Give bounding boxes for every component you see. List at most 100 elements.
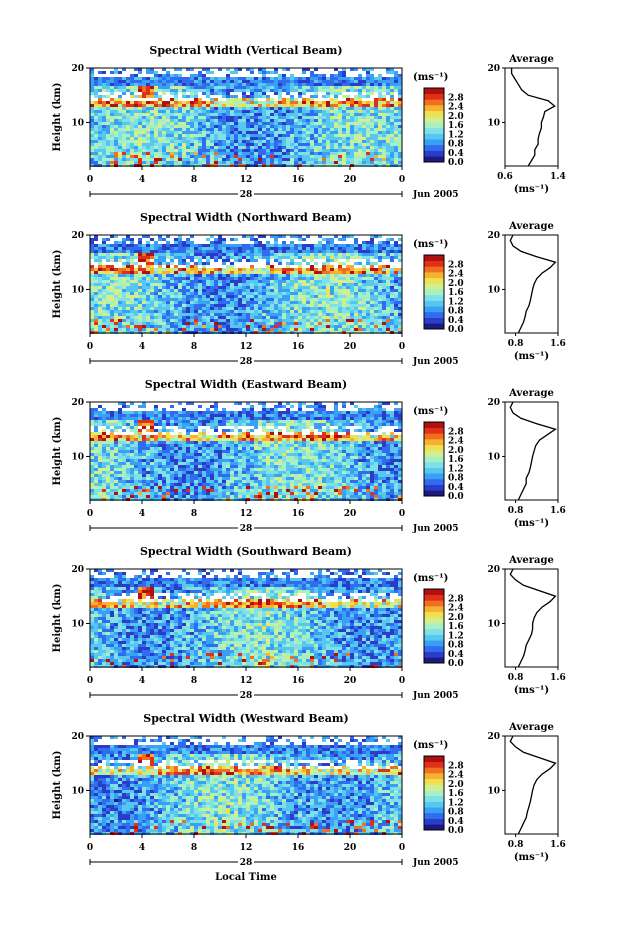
heatmap-cell bbox=[198, 149, 202, 152]
heatmap-cell bbox=[318, 86, 322, 89]
y-tick-label: 20 bbox=[71, 64, 84, 74]
heatmap-cell bbox=[374, 107, 378, 110]
heatmap-cell bbox=[98, 268, 102, 271]
heatmap-cell bbox=[118, 319, 122, 322]
heatmap-cell bbox=[158, 161, 162, 164]
heatmap-cell bbox=[158, 80, 162, 83]
heatmap-cell bbox=[106, 262, 110, 265]
heatmap-cell bbox=[138, 277, 142, 280]
heatmap-cell bbox=[190, 161, 194, 164]
heatmap-cell bbox=[390, 86, 394, 89]
heatmap-cell bbox=[306, 259, 310, 262]
heatmap-cell bbox=[230, 289, 234, 292]
heatmap-cell bbox=[126, 92, 130, 95]
heatmap-cell bbox=[258, 322, 262, 325]
heatmap-cell bbox=[230, 256, 234, 259]
heatmap-cell bbox=[362, 116, 366, 119]
heatmap-cell bbox=[170, 71, 174, 74]
heatmap-cell bbox=[234, 86, 238, 89]
heatmap-cell bbox=[234, 128, 238, 131]
heatmap-cell bbox=[262, 247, 266, 250]
heatmap-cell bbox=[98, 98, 102, 101]
heatmap-cell bbox=[238, 161, 242, 164]
heatmap-cell bbox=[130, 235, 134, 238]
heatmap-cell bbox=[322, 265, 326, 268]
heatmap-cell bbox=[258, 101, 262, 104]
heatmap-cell bbox=[134, 149, 138, 152]
heatmap-cell bbox=[198, 125, 202, 128]
heatmap-cell bbox=[342, 128, 346, 131]
heatmap-cell bbox=[266, 77, 270, 80]
heatmap-cell bbox=[98, 313, 102, 316]
heatmap-cell bbox=[206, 268, 210, 271]
heatmap-cell bbox=[102, 116, 106, 119]
heatmap-cell bbox=[314, 286, 318, 289]
heatmap-cell bbox=[214, 149, 218, 152]
heatmap-cell bbox=[130, 125, 134, 128]
heatmap-cell bbox=[390, 125, 394, 128]
heatmap-cell bbox=[186, 137, 190, 140]
heatmap-cell bbox=[94, 268, 98, 271]
heatmap-cell bbox=[98, 83, 102, 86]
heatmap-cell bbox=[222, 71, 226, 74]
heatmap-cell bbox=[370, 292, 374, 295]
heatmap-cell bbox=[322, 325, 326, 328]
heatmap-cell bbox=[338, 146, 342, 149]
heatmap-cell bbox=[210, 107, 214, 110]
heatmap-cell bbox=[294, 95, 298, 98]
heatmap-cell bbox=[358, 268, 362, 271]
heatmap-cell bbox=[270, 74, 274, 77]
heatmap-cell bbox=[326, 113, 330, 116]
heatmap-cell bbox=[310, 235, 314, 238]
heatmap-cell bbox=[286, 244, 290, 247]
heatmap-cell bbox=[334, 307, 338, 310]
heatmap-cell bbox=[110, 71, 114, 74]
heatmap-cell bbox=[210, 134, 214, 137]
heatmap-cell bbox=[146, 71, 150, 74]
heatmap-cell bbox=[146, 68, 150, 71]
heatmap-cell bbox=[370, 277, 374, 280]
heatmap-cell bbox=[378, 116, 382, 119]
heatmap-cell bbox=[366, 322, 370, 325]
heatmap-cell bbox=[378, 119, 382, 122]
heatmap-cell bbox=[322, 262, 326, 265]
heatmap-cell bbox=[310, 316, 314, 319]
heatmap-cell bbox=[254, 80, 258, 83]
heatmap-cell bbox=[182, 101, 186, 104]
heatmap-cell bbox=[334, 80, 338, 83]
heatmap-cell bbox=[302, 140, 306, 143]
heatmap-cell bbox=[226, 140, 230, 143]
heatmap-cell bbox=[174, 113, 178, 116]
heatmap-cell bbox=[234, 89, 238, 92]
heatmap-cell bbox=[278, 113, 282, 116]
heatmap-cell bbox=[318, 161, 322, 164]
heatmap-cell bbox=[194, 280, 198, 283]
heatmap-cell bbox=[294, 71, 298, 74]
heatmap-cell bbox=[294, 83, 298, 86]
heatmap-cell bbox=[178, 116, 182, 119]
heatmap-cell bbox=[262, 122, 266, 125]
heatmap-cell bbox=[114, 104, 118, 107]
heatmap-cell bbox=[166, 95, 170, 98]
heatmap-cell bbox=[90, 107, 94, 110]
heatmap-cell bbox=[182, 292, 186, 295]
heatmap-cell bbox=[346, 122, 350, 125]
heatmap-cell bbox=[230, 122, 234, 125]
heatmap-cell bbox=[262, 322, 266, 325]
heatmap-cell bbox=[330, 143, 334, 146]
heatmap-cell bbox=[322, 322, 326, 325]
heatmap-cell bbox=[162, 71, 166, 74]
heatmap-cell bbox=[258, 307, 262, 310]
heatmap-cell bbox=[354, 280, 358, 283]
heatmap-cell bbox=[170, 86, 174, 89]
heatmap-cell bbox=[122, 116, 126, 119]
heatmap-cell bbox=[374, 277, 378, 280]
heatmap-cell bbox=[238, 140, 242, 143]
heatmap-cell bbox=[346, 295, 350, 298]
heatmap-cell bbox=[138, 83, 142, 86]
heatmap-cell bbox=[318, 119, 322, 122]
heatmap-cell bbox=[226, 119, 230, 122]
heatmap-cell bbox=[90, 307, 94, 310]
heatmap-cell bbox=[394, 152, 398, 155]
heatmap-cell bbox=[230, 304, 234, 307]
